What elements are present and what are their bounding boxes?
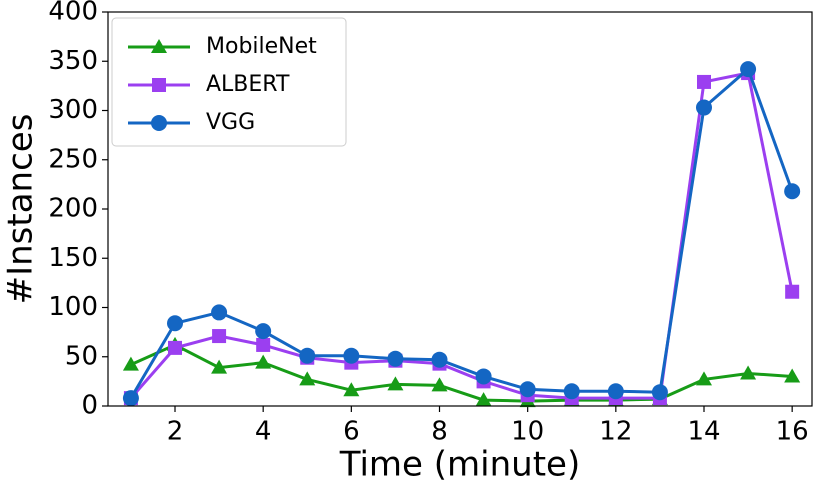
marker <box>387 376 404 391</box>
x-tick-label: 14 <box>687 417 720 447</box>
marker <box>151 115 167 131</box>
marker <box>343 382 360 397</box>
marker <box>343 347 360 364</box>
marker <box>431 377 448 392</box>
series-line <box>129 66 794 399</box>
marker <box>299 371 316 386</box>
series-line <box>129 71 794 400</box>
marker <box>167 315 184 332</box>
marker <box>212 329 227 344</box>
y-tick-label: 200 <box>48 194 98 224</box>
marker <box>740 61 757 78</box>
x-axis-label: Time (minute) <box>339 445 580 485</box>
marker <box>431 351 448 368</box>
x-tick-label: 4 <box>255 417 272 447</box>
series-line <box>130 343 793 403</box>
marker <box>255 323 272 340</box>
y-tick-label: 50 <box>65 341 98 371</box>
y-tick-label: 150 <box>48 243 98 273</box>
marker <box>696 74 711 89</box>
marker <box>211 304 228 321</box>
marker <box>256 337 271 352</box>
marker <box>255 354 272 369</box>
x-tick-label: 2 <box>167 417 184 447</box>
x-tick-label: 12 <box>599 417 632 447</box>
marker <box>784 368 801 383</box>
marker <box>122 390 139 407</box>
y-tick-label: 300 <box>48 95 98 125</box>
marker <box>211 359 228 374</box>
legend-box <box>111 17 347 147</box>
x-tick-label: 16 <box>776 417 809 447</box>
plot-frame <box>107 11 813 407</box>
marker <box>740 365 757 380</box>
marker <box>475 368 492 385</box>
marker <box>695 99 712 116</box>
marker <box>695 371 712 386</box>
y-tick-label: 350 <box>48 46 98 76</box>
legend-label: VGG <box>206 110 255 135</box>
y-axis-label: #Instances <box>1 114 41 305</box>
y-tick-label: 250 <box>48 144 98 174</box>
marker <box>519 381 536 398</box>
legend-label: MobileNet <box>206 34 317 59</box>
x-tick-label: 10 <box>511 417 544 447</box>
marker <box>151 39 167 53</box>
marker <box>299 347 316 364</box>
marker <box>785 284 800 299</box>
x-tick-label: 8 <box>431 417 448 447</box>
y-tick-label: 0 <box>81 391 98 421</box>
marker <box>387 350 404 367</box>
marker <box>122 356 139 371</box>
marker <box>152 78 166 92</box>
marker <box>651 384 668 401</box>
marker <box>168 340 183 355</box>
marker <box>784 183 801 200</box>
legend-label: ALBERT <box>206 72 290 97</box>
marker <box>607 383 624 400</box>
x-tick-label: 6 <box>343 417 360 447</box>
y-tick-label: 400 <box>48 0 98 27</box>
marker <box>475 392 492 407</box>
y-tick-label: 100 <box>48 292 98 322</box>
marker <box>563 383 580 400</box>
